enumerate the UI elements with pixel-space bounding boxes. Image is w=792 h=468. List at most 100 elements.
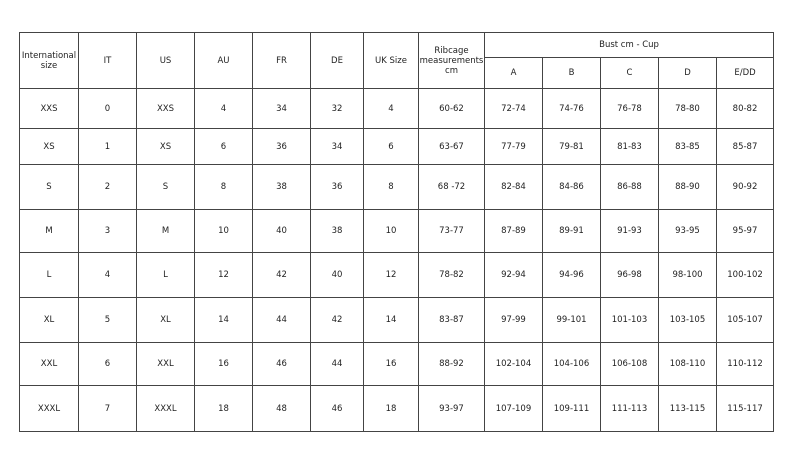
table-cell: 80-82 (715, 88, 775, 129)
table-cell: XS (136, 128, 195, 165)
table-cell: 103-105 (658, 297, 717, 343)
header-cup-e-dd: E/DD (715, 57, 775, 89)
table-cell: 6 (194, 128, 253, 165)
table-cell: 83-85 (658, 128, 717, 165)
header-au: AU (194, 32, 253, 89)
table-cell: 84-86 (542, 164, 601, 210)
table-cell: 105-107 (715, 297, 775, 343)
table-cell: 100-102 (715, 252, 775, 298)
table-cell: XXL (136, 342, 195, 386)
table-cell: 93-95 (658, 209, 717, 253)
table-cell: 4 (78, 252, 137, 298)
table-cell: 83-87 (418, 297, 485, 343)
table-cell: 109-111 (542, 385, 601, 432)
table-cell: L (136, 252, 195, 298)
table-cell: 63-67 (418, 128, 485, 165)
table-cell: 88-92 (418, 342, 485, 386)
table-cell: 86-88 (600, 164, 659, 210)
table-cell: 95-97 (715, 209, 775, 253)
table-cell: 32 (310, 88, 364, 129)
table-cell: 1 (78, 128, 137, 165)
table-cell: 44 (252, 297, 311, 343)
table-cell: 68 -72 (418, 164, 485, 210)
table-cell: 87-89 (484, 209, 543, 253)
table-cell: 42 (310, 297, 364, 343)
table-cell: 104-106 (542, 342, 601, 386)
header-it: IT (78, 32, 137, 89)
table-cell: 99-101 (542, 297, 601, 343)
table-cell: XL (19, 297, 79, 343)
table-cell: 48 (252, 385, 311, 432)
header-international-size: International size (19, 32, 79, 89)
header-bust-cup: Bust cm - Cup (483, 32, 775, 58)
table-cell: 113-115 (658, 385, 717, 432)
table-cell: 6 (363, 128, 419, 165)
table-cell: 46 (310, 385, 364, 432)
table-cell: 110-112 (715, 342, 775, 386)
table-cell: 16 (363, 342, 419, 386)
table-cell: 111-113 (600, 385, 659, 432)
table-cell: S (136, 164, 195, 210)
table-cell: 88-90 (658, 164, 717, 210)
table-cell: XXXL (136, 385, 195, 432)
header-cup-a: A (484, 57, 543, 89)
table-cell: M (136, 209, 195, 253)
table-cell: 4 (194, 88, 253, 129)
table-cell: 85-87 (715, 128, 775, 165)
table-cell: 108-110 (658, 342, 717, 386)
table-row: XS 1 XS 6 36 34 6 63-67 77-79 79-81 81-83 83-85 85-8… (19, 128, 775, 165)
table-cell: 76-78 (600, 88, 659, 129)
table-cell: 36 (310, 164, 364, 210)
table-cell: 34 (252, 88, 311, 129)
table-cell: 14 (363, 297, 419, 343)
table-cell: 2 (78, 164, 137, 210)
table-cell: XXS (19, 88, 79, 129)
header-cup-c: C (600, 57, 659, 89)
table-cell: 92-94 (484, 252, 543, 298)
table-cell: XXL (19, 342, 79, 386)
table-cell: 3 (78, 209, 137, 253)
table-cell: 8 (363, 164, 419, 210)
table-cell: XXXL (19, 385, 79, 432)
header-ribcage: Ribcage measurements cm (418, 32, 485, 89)
table-cell: 18 (363, 385, 419, 432)
table-cell: 77-79 (484, 128, 543, 165)
table-row: XXXL 7 XXXL 18 48 46 18 93-97 107-109 109-111 111-… (19, 385, 775, 432)
header-cup-b: B (542, 57, 601, 89)
table-cell: XXS (136, 88, 195, 129)
header-fr: FR (252, 32, 311, 89)
table-cell: 81-83 (600, 128, 659, 165)
table-cell: 4 (363, 88, 419, 129)
header-uk-size: UK Size (363, 32, 419, 89)
table-cell: 72-74 (484, 88, 543, 129)
table-cell: 6 (78, 342, 137, 386)
table-cell: 8 (194, 164, 253, 210)
table-cell: 79-81 (542, 128, 601, 165)
table-cell: 10 (194, 209, 253, 253)
table-cell: 94-96 (542, 252, 601, 298)
table-cell: 12 (194, 252, 253, 298)
table-cell: 14 (194, 297, 253, 343)
table-cell: 5 (78, 297, 137, 343)
table-row: S 2 S 8 38 36 8 68 -72 82-84 84-86 86-88 88-90 90-92 (19, 164, 775, 210)
table-cell: 74-76 (542, 88, 601, 129)
table-cell: 0 (78, 88, 137, 129)
table-cell: 12 (363, 252, 419, 298)
table-cell: 97-99 (484, 297, 543, 343)
table-row: XL 5 XL 14 44 42 14 83-87 97-99 99-101 101-103 103-… (19, 297, 775, 343)
table-row: XXS 0 XXS 4 34 32 4 60-62 72-74 74-76 76-78 78-80 80… (19, 88, 775, 129)
table-cell: 40 (252, 209, 311, 253)
table-cell: 44 (310, 342, 364, 386)
table-cell: 18 (194, 385, 253, 432)
table-cell: 78-80 (658, 88, 717, 129)
size-chart-table: International size IT US AU FR DE UK Siz… (19, 32, 775, 432)
table-row: L 4 L 12 42 40 12 78-82 92-94 94-96 96-98 98-100 100… (19, 252, 775, 298)
table-cell: XS (19, 128, 79, 165)
table-cell: 78-82 (418, 252, 485, 298)
table-cell: 93-97 (418, 385, 485, 432)
table-cell: S (19, 164, 79, 210)
table-cell: 89-91 (542, 209, 601, 253)
table-cell: 46 (252, 342, 311, 386)
table-cell: 90-92 (715, 164, 775, 210)
table-cell: 102-104 (484, 342, 543, 386)
